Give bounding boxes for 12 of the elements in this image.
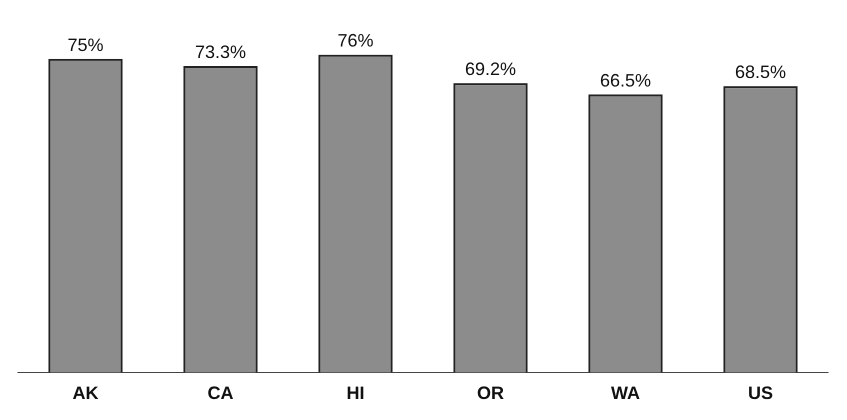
x-tick-label: AK xyxy=(72,383,98,404)
x-tick-label: HI xyxy=(346,383,364,404)
data-label: 68.5% xyxy=(734,62,786,82)
x-tick-label: WA xyxy=(611,383,640,404)
x-tick-label: CA xyxy=(208,383,234,404)
data-label: 69.2% xyxy=(464,59,516,80)
x-tick-label: OR xyxy=(477,383,504,404)
data-label: 75% xyxy=(67,34,104,55)
data-label: 66.5% xyxy=(600,70,652,90)
data-label: 73.3% xyxy=(194,42,246,62)
data-label: 76% xyxy=(337,30,374,51)
x-tick-label: US xyxy=(748,383,774,404)
